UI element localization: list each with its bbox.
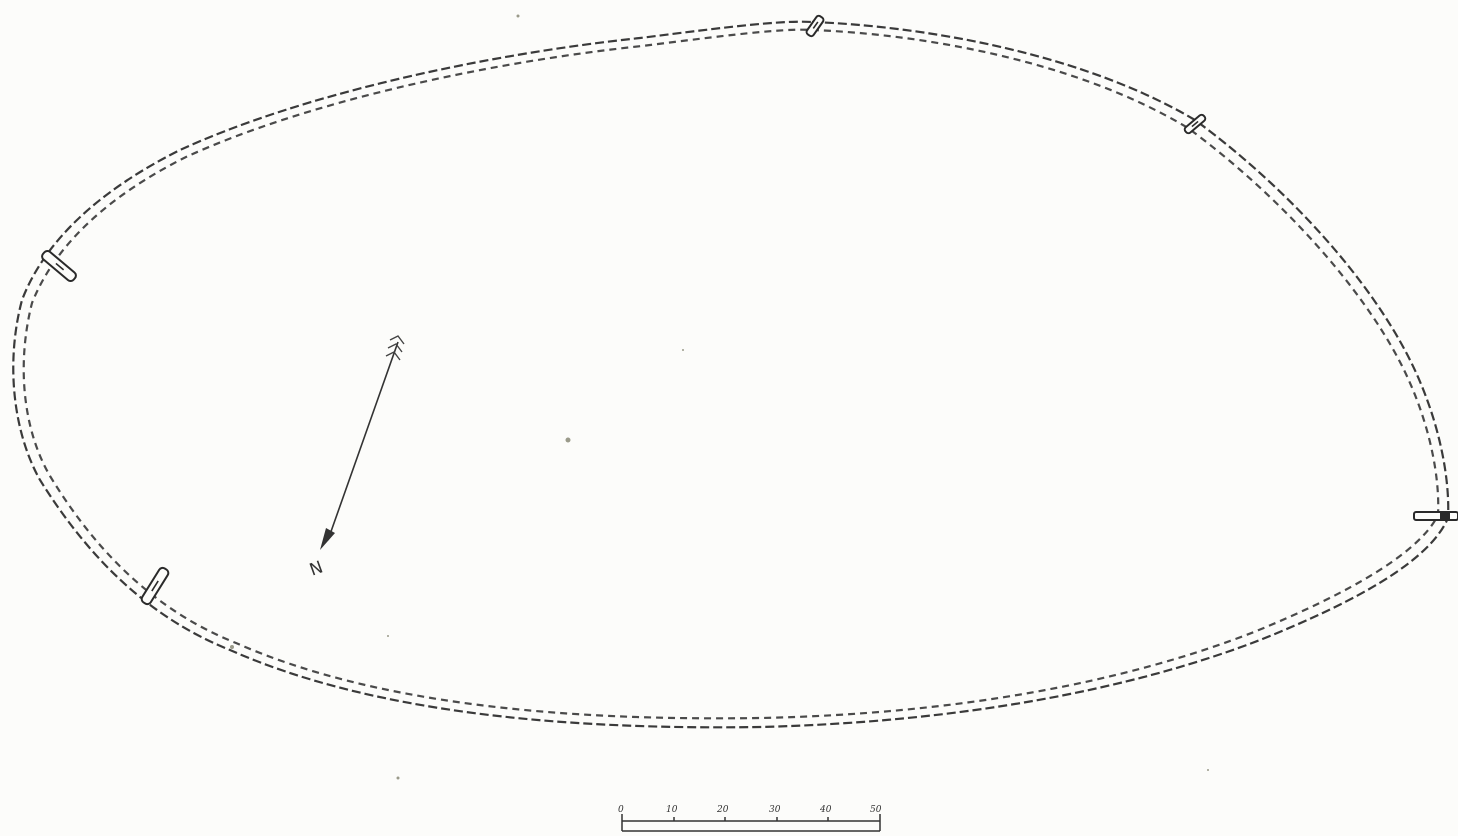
scale-tick-10: 10	[666, 805, 678, 815]
entrance-west	[41, 249, 77, 283]
north-arrow-icon: N	[307, 335, 405, 581]
north-label: N	[307, 557, 326, 580]
scale-bar-icon: 0 10 20 30 40 50	[618, 805, 882, 832]
scale-tick-50: 50	[870, 805, 882, 815]
entrance-south	[140, 566, 170, 606]
scale-tick-20: 20	[716, 805, 729, 815]
entrance-north	[805, 14, 825, 38]
entrance-east	[1413, 511, 1458, 521]
scale-tick-40: 40	[819, 805, 832, 815]
scale-tick-0: 0	[618, 805, 624, 815]
enclosure-ditch-inner	[22, 28, 1440, 720]
paper-specks	[230, 14, 1209, 780]
entrance-northeast	[1183, 113, 1207, 135]
scale-tick-30: 30	[769, 805, 781, 815]
enclosure-ditch-outer	[12, 20, 1450, 729]
